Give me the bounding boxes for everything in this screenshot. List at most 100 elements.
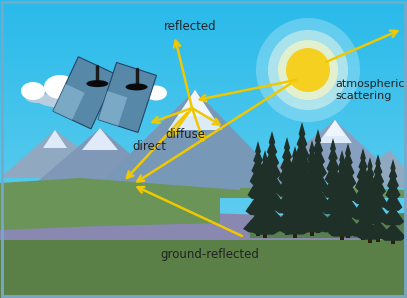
Polygon shape	[257, 172, 273, 191]
Polygon shape	[247, 177, 269, 199]
Bar	[346, 224, 350, 238]
Polygon shape	[274, 191, 300, 213]
Circle shape	[256, 18, 360, 122]
Bar	[310, 222, 314, 236]
Polygon shape	[251, 216, 279, 235]
Polygon shape	[313, 137, 323, 153]
Polygon shape	[243, 212, 273, 232]
Polygon shape	[365, 164, 374, 177]
Polygon shape	[0, 240, 407, 298]
Polygon shape	[325, 162, 341, 183]
Polygon shape	[295, 139, 309, 159]
Polygon shape	[255, 184, 275, 204]
Polygon shape	[315, 129, 321, 143]
Polygon shape	[253, 198, 277, 219]
Polygon shape	[375, 154, 381, 166]
Polygon shape	[343, 150, 353, 165]
Polygon shape	[288, 181, 316, 206]
Bar	[263, 225, 267, 238]
Polygon shape	[383, 191, 403, 211]
Polygon shape	[379, 223, 407, 241]
Polygon shape	[385, 180, 400, 198]
Bar	[376, 229, 380, 242]
Polygon shape	[260, 157, 269, 170]
Ellipse shape	[73, 69, 113, 97]
Polygon shape	[336, 164, 348, 181]
Polygon shape	[337, 157, 346, 171]
Polygon shape	[304, 186, 331, 210]
Ellipse shape	[119, 78, 147, 98]
Ellipse shape	[125, 83, 148, 90]
Polygon shape	[276, 174, 298, 197]
Polygon shape	[293, 149, 311, 172]
Polygon shape	[340, 150, 407, 188]
Polygon shape	[364, 220, 392, 239]
Ellipse shape	[44, 75, 76, 99]
Polygon shape	[353, 183, 373, 204]
Polygon shape	[258, 187, 286, 210]
Polygon shape	[368, 187, 388, 208]
Polygon shape	[283, 197, 307, 218]
Polygon shape	[43, 130, 67, 148]
Polygon shape	[297, 131, 307, 147]
Polygon shape	[302, 207, 334, 229]
Polygon shape	[280, 153, 294, 171]
Text: direct: direct	[132, 139, 166, 153]
Polygon shape	[178, 90, 212, 116]
Polygon shape	[168, 90, 222, 130]
Polygon shape	[341, 158, 354, 176]
Polygon shape	[0, 213, 407, 243]
Polygon shape	[285, 181, 305, 202]
Polygon shape	[0, 238, 407, 298]
Ellipse shape	[85, 97, 131, 108]
Polygon shape	[263, 156, 281, 178]
Bar	[300, 214, 304, 230]
Polygon shape	[361, 190, 379, 209]
Polygon shape	[53, 57, 116, 129]
Polygon shape	[382, 206, 404, 225]
Polygon shape	[255, 141, 261, 154]
Polygon shape	[337, 179, 359, 201]
Polygon shape	[259, 164, 271, 181]
Polygon shape	[253, 149, 263, 163]
Polygon shape	[357, 221, 383, 240]
Polygon shape	[318, 212, 348, 232]
Bar	[340, 226, 344, 240]
Polygon shape	[389, 166, 397, 179]
Polygon shape	[322, 175, 344, 198]
Polygon shape	[0, 178, 240, 198]
Polygon shape	[290, 163, 314, 188]
Polygon shape	[98, 63, 157, 133]
Polygon shape	[366, 202, 390, 223]
Polygon shape	[271, 210, 302, 231]
Polygon shape	[265, 147, 279, 166]
Circle shape	[286, 48, 330, 92]
Bar	[256, 222, 260, 236]
Polygon shape	[311, 146, 325, 165]
Polygon shape	[249, 165, 267, 185]
Polygon shape	[280, 215, 309, 235]
Polygon shape	[364, 171, 376, 187]
Polygon shape	[260, 120, 400, 180]
Bar	[293, 224, 297, 238]
Bar	[316, 218, 320, 233]
Polygon shape	[304, 164, 320, 184]
Polygon shape	[307, 169, 329, 193]
Polygon shape	[287, 169, 303, 189]
Polygon shape	[374, 161, 383, 175]
Polygon shape	[328, 218, 356, 237]
Polygon shape	[252, 156, 265, 174]
Text: diffuse: diffuse	[165, 128, 205, 141]
Polygon shape	[372, 168, 384, 184]
Polygon shape	[30, 128, 170, 188]
Polygon shape	[390, 159, 396, 170]
Bar	[270, 218, 274, 233]
Polygon shape	[307, 148, 317, 162]
Polygon shape	[339, 150, 345, 162]
Polygon shape	[240, 186, 407, 198]
Polygon shape	[267, 139, 277, 155]
Polygon shape	[300, 193, 325, 215]
Ellipse shape	[21, 82, 45, 100]
Polygon shape	[260, 170, 284, 193]
Polygon shape	[328, 146, 338, 161]
